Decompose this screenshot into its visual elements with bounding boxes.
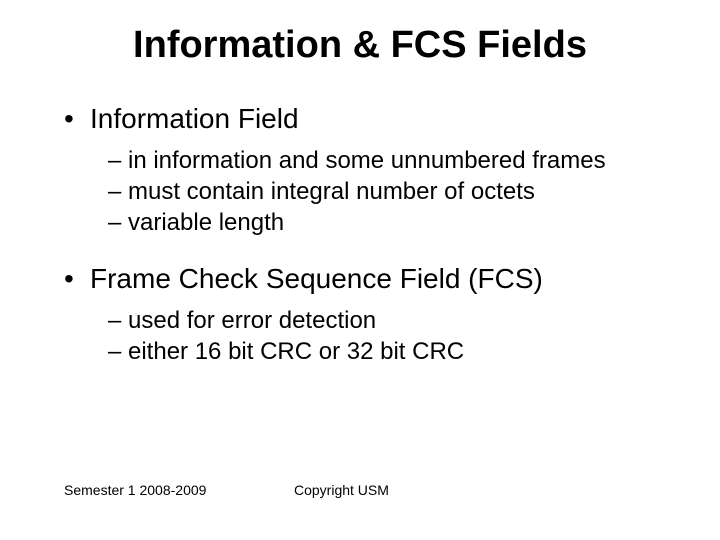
sub-bullet-group: – in information and some unnumbered fra… bbox=[64, 145, 670, 239]
bullet-level2: – either 16 bit CRC or 32 bit CRC bbox=[108, 336, 670, 367]
footer-left: Semester 1 2008-2009 bbox=[64, 482, 294, 498]
bullet-marker: • bbox=[64, 263, 90, 295]
bullet-marker: • bbox=[64, 103, 90, 135]
dash-marker: – bbox=[108, 336, 128, 367]
dash-marker: – bbox=[108, 176, 128, 207]
slide-footer: Semester 1 2008-2009 Copyright USM bbox=[64, 482, 656, 498]
dash-marker: – bbox=[108, 145, 128, 176]
sub-bullet-text: either 16 bit CRC or 32 bit CRC bbox=[128, 336, 464, 367]
sub-bullet-text: in information and some unnumbered frame… bbox=[128, 145, 606, 176]
dash-marker: – bbox=[108, 305, 128, 336]
bullet-text: Information Field bbox=[90, 103, 299, 135]
dash-marker: – bbox=[108, 207, 128, 238]
sub-bullet-group: – used for error detection – either 16 b… bbox=[64, 305, 670, 367]
slide: Information & FCS Fields • Information F… bbox=[0, 0, 720, 540]
bullet-level1: • Frame Check Sequence Field (FCS) bbox=[64, 263, 670, 295]
slide-content: • Information Field – in information and… bbox=[50, 103, 670, 367]
footer-center: Copyright USM bbox=[294, 482, 389, 498]
sub-bullet-text: must contain integral number of octets bbox=[128, 176, 535, 207]
bullet-level2: – used for error detection bbox=[108, 305, 670, 336]
bullet-level2: – variable length bbox=[108, 207, 670, 238]
bullet-level1: • Information Field bbox=[64, 103, 670, 135]
slide-title: Information & FCS Fields bbox=[50, 24, 670, 67]
bullet-level2: – must contain integral number of octets bbox=[108, 176, 670, 207]
bullet-level2: – in information and some unnumbered fra… bbox=[108, 145, 670, 176]
sub-bullet-text: variable length bbox=[128, 207, 284, 238]
bullet-text: Frame Check Sequence Field (FCS) bbox=[90, 263, 543, 295]
sub-bullet-text: used for error detection bbox=[128, 305, 376, 336]
